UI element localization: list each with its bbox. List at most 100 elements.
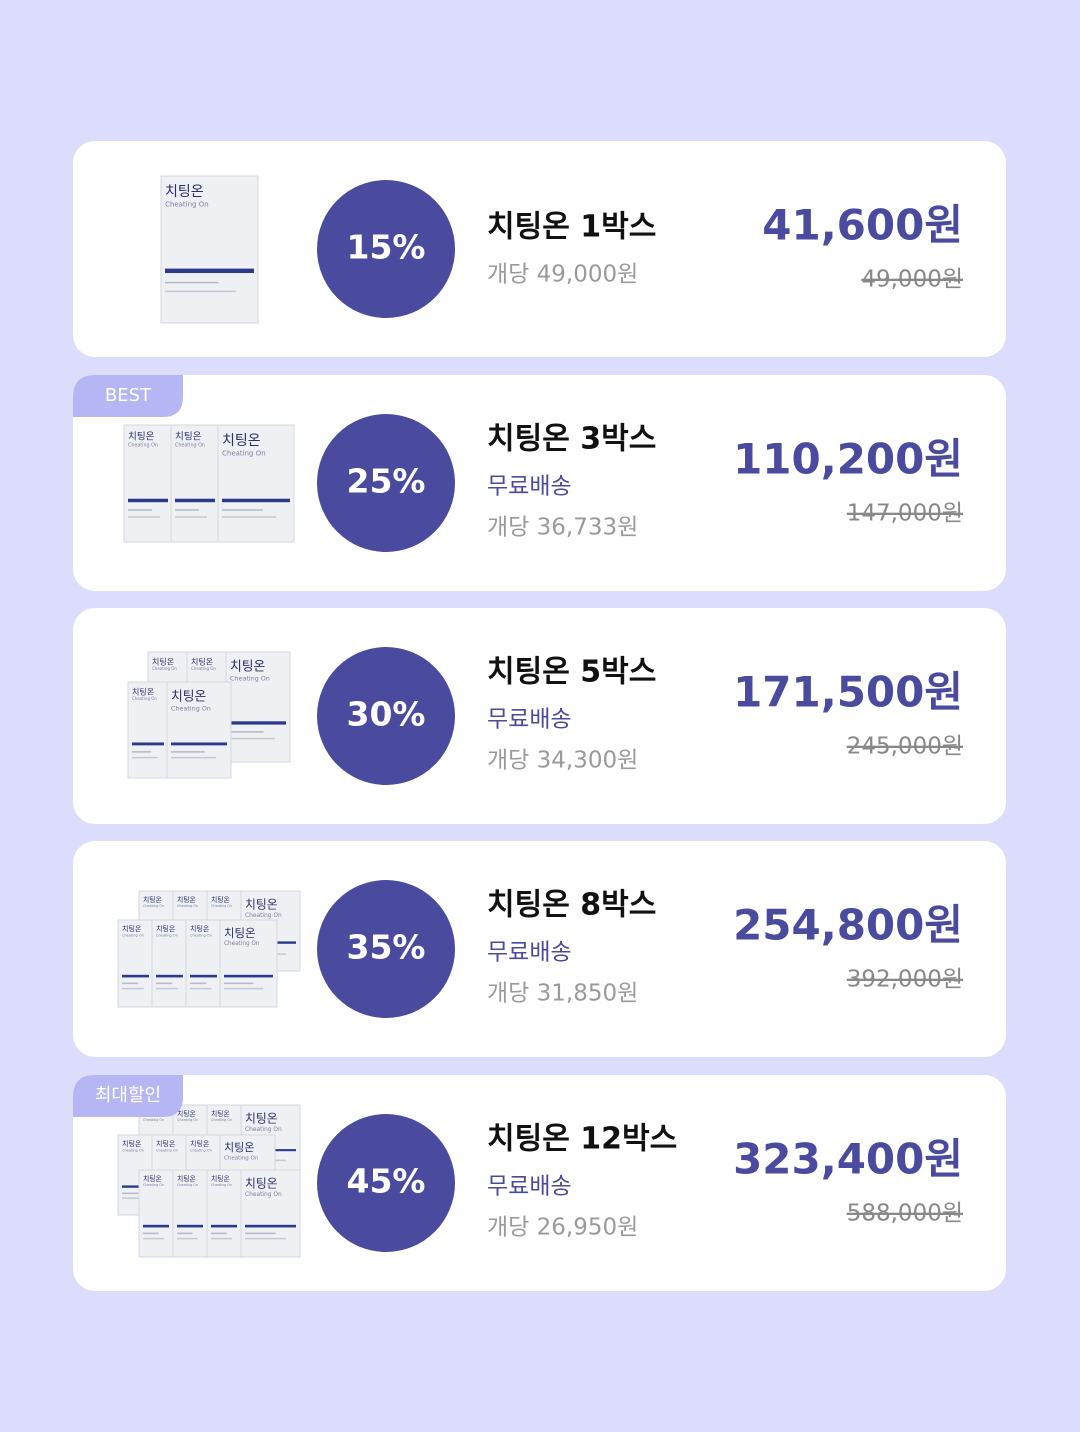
badge-background: [73, 1075, 183, 1117]
box-stripe: [165, 268, 254, 274]
shipping-label: 무료배송: [487, 707, 572, 733]
box-lines: [190, 982, 207, 985]
box-stripe: [171, 742, 227, 746]
box-lines: [175, 516, 207, 518]
original-price: 245,000원: [847, 734, 963, 760]
box-lines: [230, 737, 275, 740]
badge-text: BEST: [105, 385, 152, 406]
box-lines: [122, 982, 139, 985]
box-lines: [224, 982, 254, 985]
box-lines: [143, 1232, 159, 1235]
box-lines: [230, 731, 264, 733]
box-lines: [132, 751, 152, 753]
box-label: 치팅온: [177, 1174, 196, 1183]
discount-text: 45%: [347, 1162, 426, 1201]
box-label: 치팅온: [230, 659, 266, 674]
card-background: [73, 841, 1006, 1057]
box-lines: [122, 987, 144, 990]
discount-text: 35%: [347, 928, 426, 967]
box-sublabel: Cheating On: [222, 450, 266, 458]
box-label: 치팅온: [143, 895, 162, 904]
card-background: [73, 375, 1006, 591]
box-lines: [165, 290, 237, 293]
box-face: [206, 1169, 242, 1258]
box-sublabel: Cheating On: [190, 1148, 212, 1152]
box-lines: [132, 756, 158, 759]
box-face: [123, 424, 173, 543]
box-sublabel: Cheating On: [224, 1155, 259, 1161]
box-lines: [156, 982, 173, 985]
box-lines: [222, 509, 263, 511]
product-name: 치팅온 5박스: [487, 655, 656, 690]
box-face: [166, 681, 232, 779]
box-lines: [128, 516, 160, 518]
box-sublabel: Cheating On: [152, 666, 177, 671]
box-lines: [175, 509, 199, 511]
box-sublabel: Cheating On: [165, 201, 209, 209]
box-face: [138, 1169, 174, 1258]
sale-price: 41,600원: [762, 201, 963, 250]
discount-text: 30%: [347, 695, 426, 734]
unit-price: 개당 34,300원: [487, 748, 638, 774]
discount-circle: [317, 1114, 455, 1252]
sale-price: 254,800원: [733, 901, 963, 950]
box-face: [160, 175, 259, 324]
box-sublabel: Cheating On: [128, 443, 158, 449]
badge-text: 최대할인: [95, 1085, 161, 1106]
discount-text: 25%: [347, 462, 426, 501]
box-label: 치팅온: [190, 924, 210, 933]
box-stripe: [132, 742, 164, 746]
unit-price: 개당 26,950원: [487, 1215, 638, 1241]
box-sublabel: Cheating On: [190, 933, 212, 937]
box-label: 치팅온: [128, 431, 155, 443]
box-label: 치팅온: [190, 1139, 210, 1148]
box-stripe: [175, 498, 215, 503]
original-price: 147,000원: [847, 501, 963, 527]
box-sublabel: Cheating On: [171, 704, 211, 712]
box-face: [225, 651, 291, 763]
box-sublabel: Cheating On: [175, 443, 205, 449]
discount-circle: [317, 414, 455, 552]
box-label: 치팅온: [177, 895, 196, 904]
box-label: 치팅온: [245, 897, 278, 911]
box-stripe: [122, 1185, 149, 1188]
product-name: 치팅온 3박스: [487, 422, 656, 457]
original-price: 392,000원: [847, 967, 963, 993]
product-name: 치팅온 1박스: [487, 210, 656, 245]
box-face: [127, 681, 169, 779]
card-background: [73, 608, 1006, 824]
box-label: 치팅온: [177, 1109, 196, 1118]
discount-circle: [317, 647, 455, 785]
box-label: 치팅온: [171, 689, 207, 704]
box-lines: [171, 756, 216, 759]
box-sublabel: Cheating On: [143, 904, 164, 908]
box-label: 치팅온: [143, 1174, 162, 1183]
box-label: 치팅온: [245, 1176, 278, 1190]
unit-price: 개당 36,733원: [487, 515, 638, 541]
box-lines: [128, 509, 152, 511]
box-sublabel: Cheating On: [177, 904, 198, 908]
box-sublabel: Cheating On: [143, 1183, 164, 1187]
box-lines: [171, 751, 205, 753]
box-sublabel: Cheating On: [211, 1183, 232, 1187]
box-lines: [122, 1197, 144, 1199]
original-price: 49,000원: [861, 267, 963, 293]
sale-price: 171,500원: [733, 668, 963, 717]
box-label: 치팅온: [165, 184, 204, 200]
box-label: 치팅온: [224, 1141, 254, 1154]
box-sublabel: Cheating On: [245, 1127, 282, 1133]
box-lines: [177, 1232, 193, 1235]
box-label: 치팅온: [156, 924, 176, 933]
